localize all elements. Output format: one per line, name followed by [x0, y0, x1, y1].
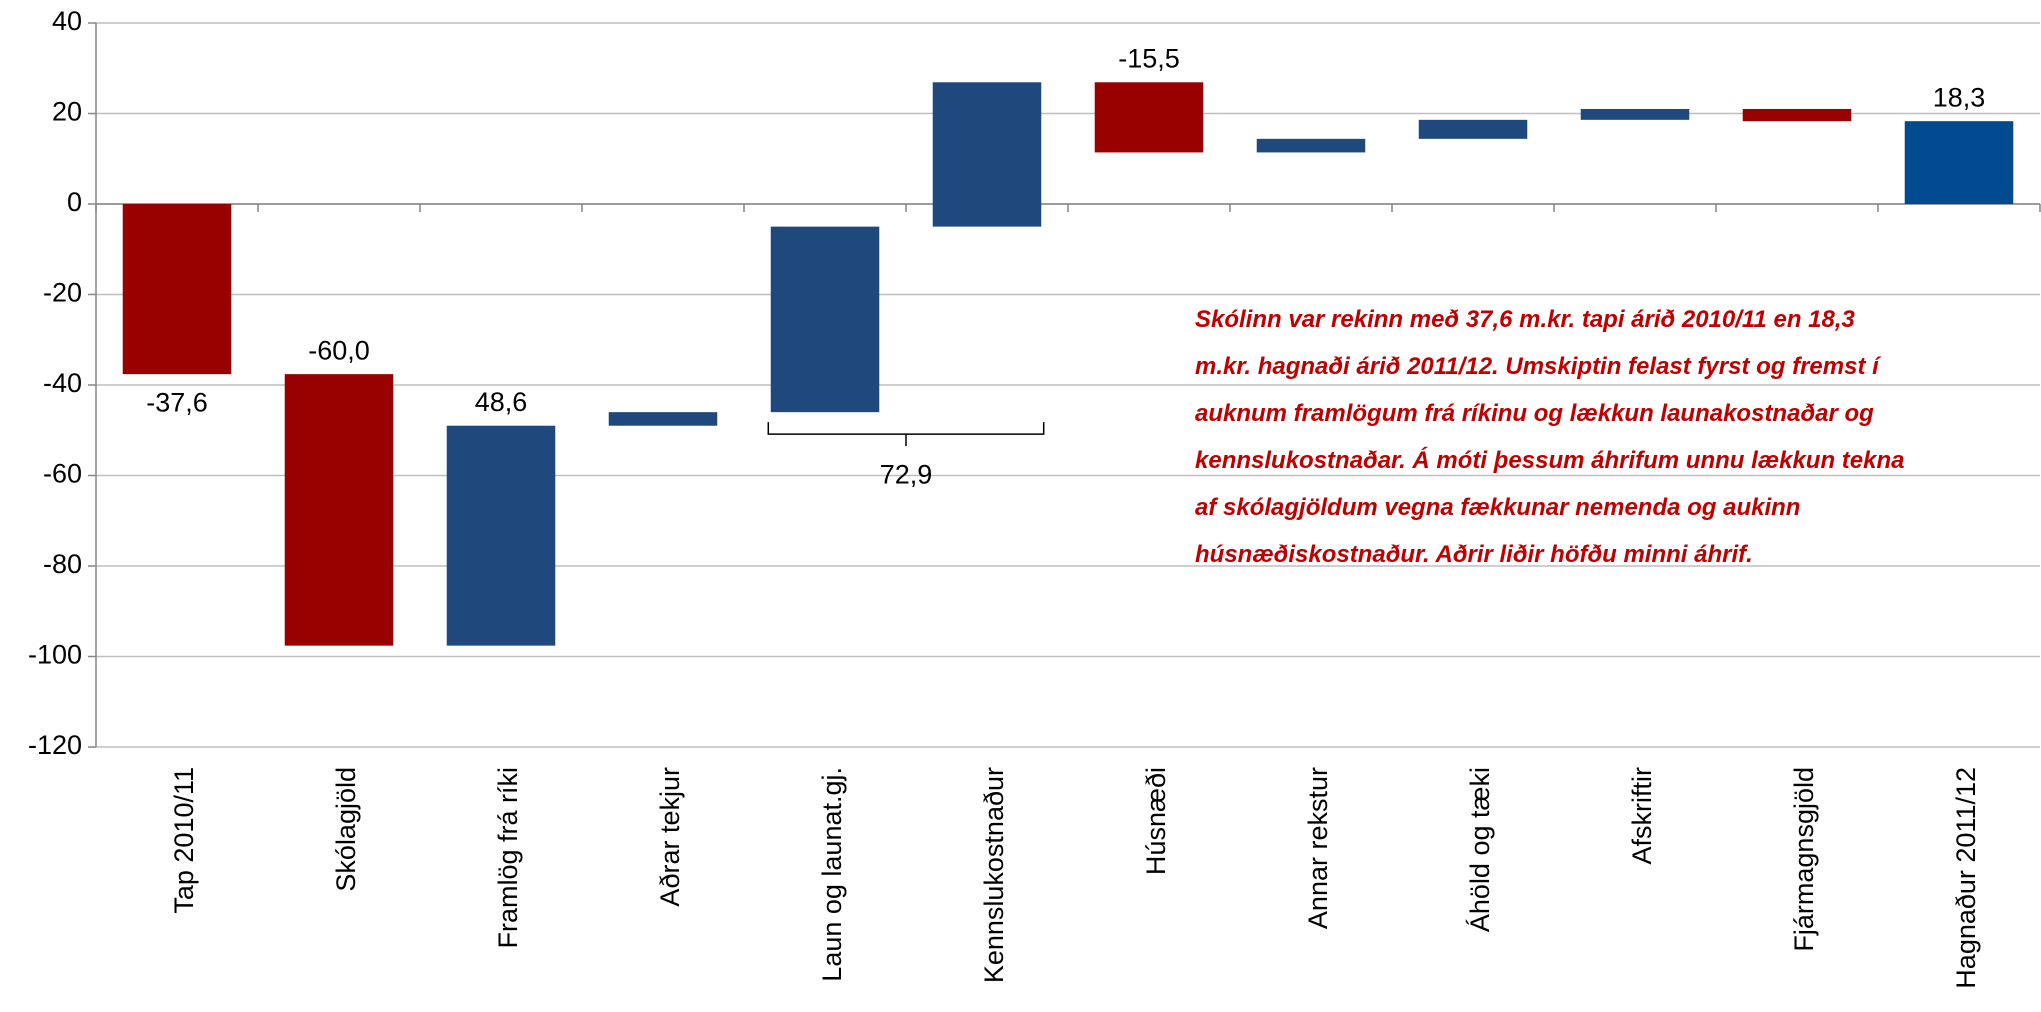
x-label-group: Skólagjöld [331, 767, 361, 892]
bar [122, 204, 232, 375]
x-tick-label: Laun og launat.gj. [817, 767, 847, 982]
x-label-group: Tap 2010/11 [169, 767, 199, 914]
y-tick-label: -60 [43, 459, 82, 489]
x-label-group: Annar rekstur [1303, 767, 1333, 929]
data-label: 48,6 [475, 387, 528, 417]
x-label-group: Framlög frá ríki [493, 767, 523, 949]
bar [932, 82, 1042, 227]
x-label-group: Aðrar tekjur [655, 767, 685, 907]
bracket-label: 72,9 [880, 459, 933, 489]
bar [1742, 108, 1852, 122]
annotation: af skólagjöldum vegna fækkunar nemenda o… [1195, 494, 1800, 521]
data-label: -15,5 [1118, 43, 1180, 73]
data-label: -60,0 [308, 335, 370, 365]
x-tick-label: Hagnaður 2011/12 [1951, 767, 1981, 989]
annotation: húsnæðiskostnaður. Aðrir liðir höfðu min… [1195, 541, 1753, 568]
annotation: Skólinn var rekinn með 37,6 m.kr. tapi á… [1195, 306, 1856, 333]
y-tick-label: -80 [43, 549, 82, 579]
y-tick-label: -100 [28, 640, 82, 670]
bar [1418, 119, 1528, 139]
y-tick-label: -40 [43, 368, 82, 398]
bar [770, 226, 880, 413]
x-label-group: Hagnaður 2011/12 [1951, 767, 1981, 989]
y-tick-label: -20 [43, 278, 82, 308]
x-tick-label: Kennslukostnaður [979, 767, 1009, 983]
x-label-group: Laun og launat.gj. [817, 767, 847, 982]
bar [446, 425, 556, 646]
x-tick-label: Fjármagnsgjöld [1789, 767, 1819, 952]
data-label: 18,3 [1933, 82, 1986, 112]
x-label-group: Áhöld og tæki [1465, 767, 1495, 932]
bar [1256, 138, 1366, 153]
x-label-group: Fjármagnsgjöld [1789, 767, 1819, 952]
x-tick-label: Annar rekstur [1303, 767, 1333, 929]
x-tick-label: Húsnæði [1141, 767, 1171, 875]
x-label-group: Kennslukostnaður [979, 767, 1009, 983]
annotation: kennslukostnaðar. Á móti þessum áhrifum … [1195, 446, 1904, 474]
x-tick-label: Afskriftir [1627, 767, 1657, 865]
y-tick-label: 20 [52, 97, 82, 127]
y-tick-label: 0 [67, 187, 82, 217]
bar [1094, 82, 1204, 153]
bar [1580, 108, 1690, 120]
y-tick-label: -120 [28, 730, 82, 760]
annotation: auknum framlögum frá ríkinu og lækkun la… [1195, 400, 1874, 427]
bar [284, 374, 394, 646]
bar [608, 412, 718, 426]
x-tick-label: Skólagjöld [331, 767, 361, 892]
y-tick-label: 40 [52, 6, 82, 36]
x-tick-label: Tap 2010/11 [169, 767, 199, 914]
data-label: -37,6 [146, 387, 208, 417]
x-label-group: Húsnæði [1141, 767, 1171, 875]
bar [1904, 121, 2014, 204]
bracket [767, 422, 1045, 447]
x-label-group: Afskriftir [1627, 767, 1657, 865]
x-tick-label: Framlög frá ríki [493, 767, 523, 949]
x-tick-label: Aðrar tekjur [655, 767, 685, 907]
annotation: m.kr. hagnaði árið 2011/12. Umskiptin fe… [1195, 353, 1882, 380]
x-tick-label: Áhöld og tæki [1465, 767, 1495, 932]
